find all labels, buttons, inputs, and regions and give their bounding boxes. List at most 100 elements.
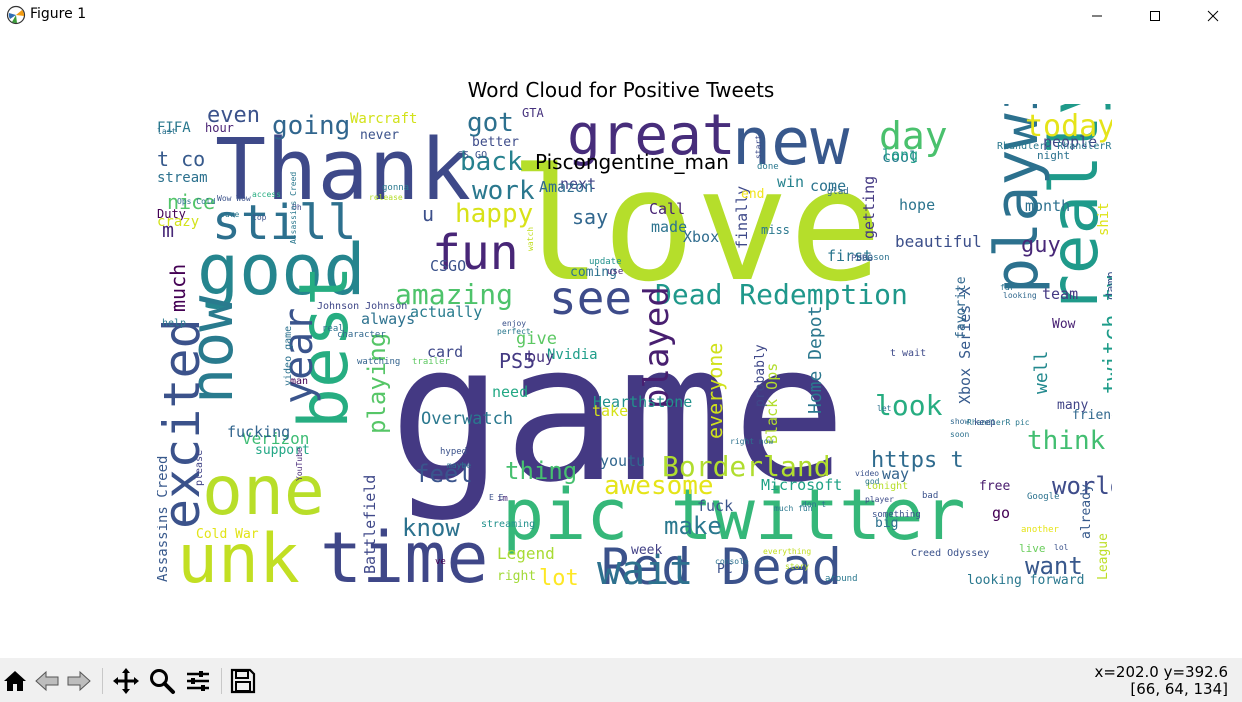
- cloud-word: character: [337, 330, 386, 340]
- cloud-word: month: [1025, 197, 1070, 215]
- cloud-word: well: [1031, 351, 1052, 394]
- cloud-word: man: [290, 376, 308, 387]
- cloud-word: console: [715, 557, 749, 566]
- toolbar-separator: [221, 668, 222, 694]
- cloud-word: amazing: [395, 278, 513, 311]
- cloud-word: ve: [435, 557, 446, 567]
- cloud-word: go: [992, 504, 1010, 522]
- cloud-word: look: [875, 389, 943, 422]
- cloud-word: crazy: [157, 214, 199, 230]
- cloud-word: start: [754, 135, 763, 159]
- cloud-word: RhandlerR pic: [967, 418, 1030, 427]
- cloud-word: fucking: [227, 423, 290, 441]
- cloud-word: bad: [922, 491, 938, 501]
- back-button[interactable]: [32, 666, 62, 696]
- cloud-word: Call: [649, 200, 685, 218]
- cloud-word: time: [320, 517, 489, 587]
- cloud-word: Warcraft: [350, 111, 417, 127]
- cloud-word: better: [472, 135, 519, 150]
- cloud-word: much fun: [774, 504, 813, 513]
- cloud-word: game: [389, 303, 847, 524]
- cloud-word: free: [979, 479, 1010, 494]
- cloud-word: everyone: [703, 343, 727, 439]
- forward-icon: [67, 670, 91, 692]
- cloud-word: great: [567, 104, 736, 168]
- cloud-word: another: [1021, 525, 1060, 535]
- minimize-button[interactable]: [1068, 0, 1126, 31]
- cloud-word: Xbox Series X: [956, 287, 974, 404]
- home-button[interactable]: [0, 666, 30, 696]
- cloud-word: soon: [950, 430, 969, 439]
- cloud-word: favorite: [954, 276, 969, 339]
- plot-title: Word Cloud for Positive Tweets: [467, 78, 775, 102]
- cloud-word: Oh: [292, 203, 302, 212]
- cloud-word: t co: [157, 147, 205, 171]
- cloud-word: season: [857, 253, 890, 263]
- cloud-word: much: [166, 264, 190, 312]
- cloud-word: day: [879, 114, 948, 158]
- cloud-word: Legend: [497, 544, 555, 563]
- close-button[interactable]: [1184, 0, 1242, 31]
- cloud-word: nice: [167, 190, 215, 214]
- cloud-word: win: [777, 173, 804, 191]
- cloud-word: lot: [539, 566, 579, 587]
- cloud-word: first: [827, 247, 872, 265]
- pan-icon: [113, 668, 139, 694]
- cloud-word: Xbox: [683, 228, 719, 246]
- cloud-word: big: [875, 516, 898, 531]
- cloud-word: beautiful: [895, 232, 982, 251]
- cloud-word: Black Ops: [763, 363, 781, 444]
- cloud-word: Battlefield: [361, 475, 379, 574]
- cloud-word: long: [882, 146, 918, 164]
- cloud-word: one: [202, 452, 325, 531]
- cloud-word: coming: [570, 265, 617, 280]
- figure-canvas[interactable]: [0, 31, 1242, 658]
- word-cloud-image: game love Thank new great good pic twitter unk t…: [157, 104, 1112, 587]
- cloud-word: maybe: [447, 461, 471, 470]
- cloud-word: FIFA: [157, 120, 191, 136]
- cloud-word: Ops Cold: [177, 197, 216, 206]
- zoom-button[interactable]: [147, 666, 177, 696]
- cloud-word: something: [872, 510, 921, 520]
- cloud-word: everything: [763, 547, 811, 556]
- coordinate-readout: x=202.0 y=392.6 [66, 64, 134]: [1094, 664, 1228, 698]
- window-titlebar: Figure 1: [0, 0, 1242, 31]
- cloud-word: work: [472, 176, 535, 206]
- cloud-word: say: [572, 205, 608, 229]
- cloud-word: Amazon: [539, 178, 593, 196]
- cloud-word: gonna: [382, 183, 409, 193]
- cloud-word: Duty: [157, 207, 186, 221]
- save-button[interactable]: [228, 666, 258, 696]
- cloud-word: use: [607, 267, 623, 277]
- cloud-word: never: [360, 128, 399, 143]
- cloud-word: Wow Wow: [217, 194, 251, 203]
- maximize-button[interactable]: [1126, 0, 1184, 31]
- cloud-word: PUBG: [851, 254, 873, 264]
- cloud-word: miss: [761, 223, 790, 237]
- cloud-word: damn: [1104, 271, 1112, 300]
- overlay-label: Piscongentine_man: [535, 150, 729, 174]
- cloud-word: League: [1096, 533, 1111, 580]
- cloud-word: need: [492, 383, 528, 401]
- cloud-word: hope: [899, 196, 935, 214]
- cloud-word: come: [810, 177, 846, 195]
- cloud-word: sure: [220, 210, 239, 219]
- cloud-word: make: [664, 512, 722, 540]
- cloud-word: unk: [177, 520, 300, 587]
- cloud-word: wait: [597, 548, 693, 587]
- pan-button[interactable]: [111, 666, 141, 696]
- cloud-word: CS GO: [457, 150, 487, 161]
- configure-subplots-button[interactable]: [183, 666, 213, 696]
- forward-button[interactable]: [64, 666, 94, 696]
- cloud-word: take: [592, 402, 628, 420]
- cloud-word: year: [276, 308, 322, 404]
- cloud-word: lol: [1054, 543, 1069, 552]
- cloud-word: give: [516, 329, 557, 349]
- cloud-word: https t: [871, 448, 964, 473]
- cloud-word: friend: [1072, 408, 1112, 423]
- cloud-word: know: [402, 514, 460, 542]
- cloud-word: think: [1027, 426, 1106, 456]
- cloud-word: many: [1057, 398, 1088, 413]
- cloud-word: perfect: [497, 327, 531, 336]
- cloud-word: happy: [455, 199, 533, 229]
